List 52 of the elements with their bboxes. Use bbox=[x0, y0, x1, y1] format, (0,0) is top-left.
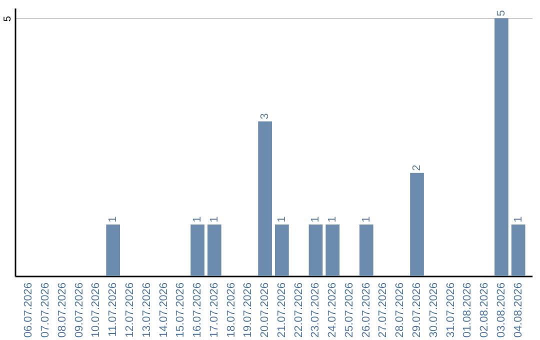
data-label: 1 bbox=[310, 216, 322, 222]
bar bbox=[275, 224, 289, 276]
data-label: 1 bbox=[107, 216, 120, 222]
x-tick-label: 15.07.2026 bbox=[174, 282, 187, 338]
x-tick-label: 12.07.2026 bbox=[124, 282, 136, 338]
x-tick-label: 13.07.2026 bbox=[140, 282, 153, 338]
data-label: 1 bbox=[512, 216, 524, 222]
x-tick-label: 01.08.2026 bbox=[462, 282, 474, 338]
x-tick-label: 30.07.2026 bbox=[428, 282, 440, 338]
x-tick-label: 20.07.2026 bbox=[259, 282, 272, 338]
bar bbox=[207, 224, 222, 276]
x-tick-label: 04.08.2026 bbox=[512, 282, 524, 338]
x-tick-label: 07.07.2026 bbox=[40, 282, 52, 338]
bar bbox=[326, 224, 340, 276]
x-tick-label: 14.07.2026 bbox=[158, 282, 170, 338]
data-label: 1 bbox=[360, 216, 372, 222]
bar bbox=[308, 224, 323, 276]
bar bbox=[258, 121, 272, 276]
x-tick-label: 22.07.2026 bbox=[292, 282, 305, 338]
bar bbox=[511, 224, 526, 276]
data-label: 1 bbox=[192, 216, 204, 222]
data-label: 1 bbox=[208, 216, 220, 222]
data-label: 2 bbox=[411, 164, 424, 171]
x-tick-label: 11.07.2026 bbox=[107, 282, 120, 337]
data-label: 1 bbox=[326, 216, 339, 222]
x-tick-label: 27.07.2026 bbox=[377, 282, 390, 338]
x-tick-label: 28.07.2026 bbox=[394, 282, 406, 338]
x-tick-label: 06.07.2026 bbox=[22, 282, 35, 338]
data-label: 5 bbox=[495, 10, 508, 16]
bar bbox=[494, 18, 508, 276]
bar bbox=[106, 224, 120, 276]
bar bbox=[190, 224, 204, 276]
x-tick-label: 10.07.2026 bbox=[90, 282, 102, 338]
x-tick-label: 23.07.2026 bbox=[310, 282, 322, 338]
x-tick-label: 08.07.2026 bbox=[56, 282, 68, 338]
x-tick-label: 29.07.2026 bbox=[411, 282, 424, 338]
x-tick-label: 24.07.2026 bbox=[326, 282, 339, 338]
x-tick-label: 21.07.2026 bbox=[276, 282, 288, 338]
x-tick-label: 26.07.2026 bbox=[360, 282, 372, 338]
x-tick-label: 19.07.2026 bbox=[242, 282, 254, 338]
x-tick-label: 03.08.2026 bbox=[495, 282, 508, 338]
data-label: 1 bbox=[276, 216, 288, 222]
x-tick-label: 16.07.2026 bbox=[192, 282, 204, 338]
bar bbox=[410, 172, 424, 276]
x-tick-label: 17.07.2026 bbox=[208, 282, 220, 338]
x-tick-label: 25.07.2026 bbox=[343, 282, 356, 338]
x-tick-label: 31.07.2026 bbox=[444, 282, 457, 338]
bar bbox=[359, 224, 374, 276]
x-tick-label: 09.07.2026 bbox=[73, 282, 86, 338]
x-tick-label: 18.07.2026 bbox=[225, 282, 238, 338]
x-tick-label: 02.08.2026 bbox=[478, 282, 491, 338]
data-label: 3 bbox=[259, 113, 272, 120]
